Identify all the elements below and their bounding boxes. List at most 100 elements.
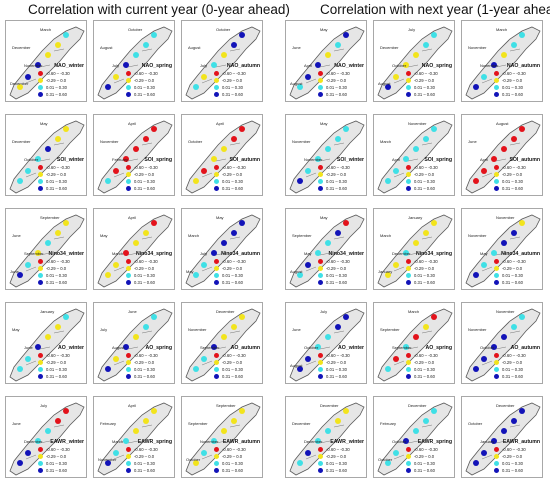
district-boundary <box>53 142 65 146</box>
station-marker <box>491 344 497 350</box>
district-boundary <box>127 440 139 444</box>
station-marker <box>305 74 311 80</box>
legend-swatch <box>214 447 219 452</box>
map-legend: EAWR_spring -0.60 – -0.30 -0.29 – 0.0 0.01 … <box>406 439 452 474</box>
month-label: March <box>40 27 52 32</box>
month-label: July <box>40 403 48 408</box>
legend-swatch <box>38 280 43 285</box>
legend-label: -0.29 – 0.0 <box>502 78 523 83</box>
district-boundary <box>113 360 125 366</box>
legend-row: 0.31 – 0.60 <box>214 185 260 192</box>
legend-label: -0.60 – -0.30 <box>46 259 70 264</box>
panel-title: SOI_winter <box>56 157 84 163</box>
legend-row: -0.60 – -0.30 <box>406 352 452 359</box>
region-outline <box>97 26 173 100</box>
station-marker <box>25 356 31 362</box>
month-label: December <box>408 403 427 408</box>
station-marker <box>25 262 31 268</box>
legend-swatch <box>126 273 131 278</box>
station-marker <box>55 324 61 330</box>
legend-row: 0.01 – 0.30 <box>126 178 172 185</box>
station-marker <box>511 418 517 424</box>
station-marker <box>315 250 321 256</box>
legend-label: 0.01 – 0.30 <box>222 367 243 372</box>
district-boundary <box>421 236 433 240</box>
legend-row: 0.01 – 0.30 <box>318 460 364 467</box>
station-marker <box>511 324 517 330</box>
month-label: May <box>12 327 20 332</box>
legend-swatch <box>318 353 323 358</box>
region-outline <box>289 214 365 288</box>
district-boundary <box>333 48 345 52</box>
station-marker <box>151 126 157 132</box>
station-marker <box>393 450 399 456</box>
station-marker <box>297 366 303 372</box>
legend-row: 0.01 – 0.30 <box>214 460 260 467</box>
station-marker <box>413 146 419 152</box>
map-panel: July December October August NAO_spring -0.60… <box>373 20 455 102</box>
legend-label: -0.60 – -0.30 <box>414 71 438 76</box>
region-map <box>9 120 85 194</box>
map-legend: EAWR_winter -0.60 – -0.30 -0.29 – 0.0 0.01 … <box>318 439 364 474</box>
district-boundary <box>53 424 65 428</box>
legend-label: 0.31 – 0.60 <box>414 186 435 191</box>
map-panel: September June September June Nino34_winter -… <box>5 208 87 290</box>
district-boundary <box>319 440 331 444</box>
legend-row: -0.29 – 0.0 <box>214 77 260 84</box>
station-marker <box>325 334 331 340</box>
month-label: October <box>392 63 407 68</box>
region-outline <box>97 214 173 288</box>
region-map <box>185 308 261 382</box>
station-marker <box>151 220 157 226</box>
map-legend: SOI_autumn -0.60 – -0.30 -0.29 – 0.0 0.01 –… <box>214 157 260 192</box>
station-marker <box>473 272 479 278</box>
right-section-title: Correlation with next year (1-year ahead… <box>320 2 550 17</box>
station-marker <box>143 136 149 142</box>
panel-title: NAO_winter <box>334 63 364 69</box>
district-boundary <box>393 266 405 272</box>
month-label: March <box>496 27 508 32</box>
legend-row: 0.01 – 0.30 <box>214 84 260 91</box>
legend-row: -0.60 – -0.30 <box>126 446 172 453</box>
station-marker <box>473 366 479 372</box>
legend-label: -0.29 – 0.0 <box>222 78 243 83</box>
legend-label: -0.60 – -0.30 <box>502 71 526 76</box>
legend-swatch <box>38 468 43 473</box>
legend-swatch <box>38 266 43 271</box>
map-legend: NAO_spring -0.60 – -0.30 -0.29 – 0.0 0.01 –… <box>126 63 172 98</box>
region-map <box>289 120 365 194</box>
legend-swatch <box>38 374 43 379</box>
panel-title: NAO_winter <box>54 63 84 69</box>
station-marker <box>423 418 429 424</box>
panel-title: NAO_spring <box>141 63 172 69</box>
region-outline <box>465 308 541 382</box>
panel-title: NAO_autumn <box>506 63 540 69</box>
legend-row: -0.60 – -0.30 <box>494 164 540 171</box>
station-marker <box>325 146 331 152</box>
legend-row: -0.60 – -0.30 <box>406 164 452 171</box>
legend-row: -0.60 – -0.30 <box>38 258 84 265</box>
legend-swatch <box>214 165 219 170</box>
left-section-title: Correlation with current year (0-year ah… <box>28 2 290 17</box>
legend-label: 0.31 – 0.60 <box>46 468 67 473</box>
month-label: November <box>292 139 311 144</box>
station-marker <box>211 344 217 350</box>
district-boundary <box>407 440 419 444</box>
district-boundary <box>141 424 153 428</box>
month-label: December <box>380 45 399 50</box>
legend-row: 0.31 – 0.60 <box>494 279 540 286</box>
district-boundary <box>333 424 345 428</box>
month-label: July <box>200 251 208 256</box>
legend-swatch <box>406 92 411 97</box>
legend-swatch <box>494 266 499 271</box>
station-marker <box>393 262 399 268</box>
month-label: September <box>380 327 400 332</box>
month-label: June <box>292 327 301 332</box>
month-label: May <box>100 233 108 238</box>
month-label: December <box>304 439 323 444</box>
map-panel: April October SOI_autumn -0.60 – -0.30 -0.29… <box>181 114 263 196</box>
legend-label: -0.29 – 0.0 <box>134 78 155 83</box>
map-panel: April May March Nino34_spring -0.60 – -0.30 -… <box>93 208 175 290</box>
legend-label: -0.60 – -0.30 <box>502 447 526 452</box>
legend-label: 0.31 – 0.60 <box>222 468 243 473</box>
